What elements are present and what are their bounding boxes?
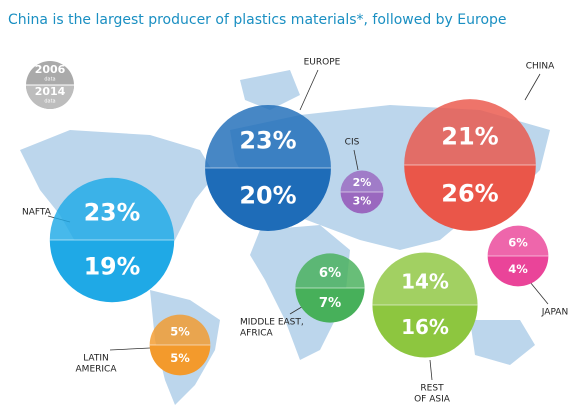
value-label: 4% (508, 262, 528, 276)
bubble-top (149, 314, 211, 345)
bubble-top (404, 99, 536, 165)
leader-line (353, 149, 359, 171)
value-label: 14% (401, 269, 449, 293)
leader-line (524, 73, 541, 101)
leader-line (529, 281, 549, 305)
legend-label: data (44, 99, 55, 105)
bubble-top (340, 170, 384, 192)
legend-label: 2014 (35, 85, 66, 98)
bubble-bottom (404, 165, 536, 231)
leader-line (109, 347, 151, 351)
bubble-top (372, 252, 478, 305)
region-label: AFRICA (240, 329, 274, 339)
bubble-bottom (49, 240, 175, 303)
bubble-bottom (372, 305, 478, 358)
leader-line (299, 69, 319, 111)
value-label: 2% (353, 176, 372, 189)
bubble-top (205, 105, 331, 168)
value-label: 7% (319, 296, 341, 311)
bubble-top (295, 253, 365, 288)
legend: 2006 data 2014 data (26, 61, 74, 109)
value-label: 16% (401, 315, 449, 339)
chart-title: China is the largest producer of plastic… (8, 12, 507, 28)
value-label: 23% (84, 198, 141, 226)
region-label: EUROPE (304, 58, 341, 68)
bubble-bottom (149, 345, 211, 376)
value-label: 23% (239, 127, 296, 155)
legend-bubble-bottom (26, 85, 74, 109)
bubble-top (487, 225, 549, 256)
value-label: 26% (441, 180, 498, 208)
region-label: NAFTA (22, 208, 52, 218)
value-label: 19% (84, 252, 141, 280)
region-label: AMERICA (76, 365, 118, 375)
region-label: MIDDLE EAST, (240, 318, 304, 328)
bubble-bottom (487, 256, 549, 287)
bubble-bottom (340, 192, 384, 214)
region-label: REST (420, 384, 444, 394)
region-label: CHINA (526, 62, 555, 72)
region-label: JAPAN (541, 308, 568, 318)
region-label: OF ASIA (414, 395, 451, 405)
legend-label: data (44, 77, 55, 83)
value-label: 3% (353, 195, 372, 208)
legend-label: 2006 (35, 63, 66, 76)
region-label: CIS (345, 138, 360, 148)
bubble-top (49, 177, 175, 240)
region-label: LATIN (83, 354, 109, 364)
value-label: 6% (319, 266, 341, 281)
bubble-bottom (295, 288, 365, 323)
value-label: 20% (239, 181, 296, 209)
value-label: 5% (170, 325, 190, 339)
leader-line (429, 359, 433, 381)
bubble-bottom (205, 168, 331, 231)
value-label: 6% (508, 236, 528, 250)
value-label: 21% (441, 122, 498, 150)
value-label: 5% (170, 351, 190, 365)
